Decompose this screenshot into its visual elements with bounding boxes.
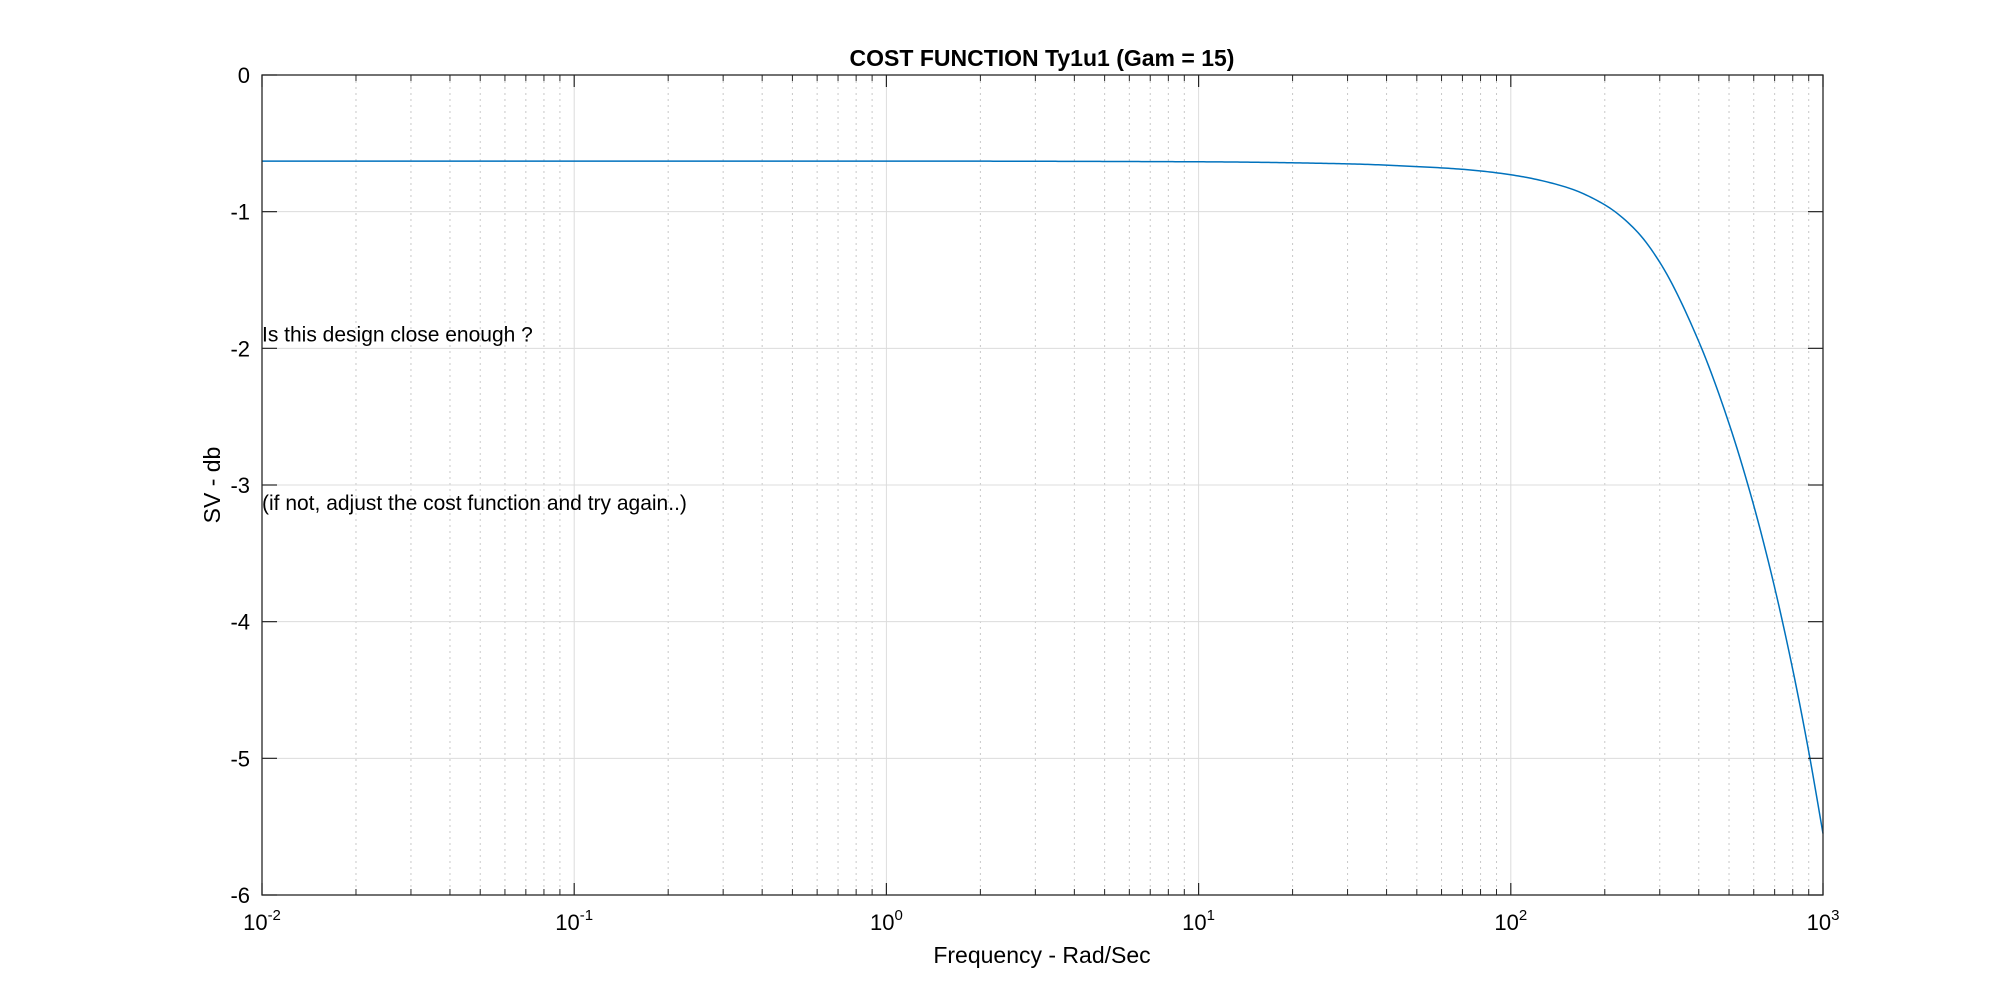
y-tick-label: -5 xyxy=(230,746,250,771)
x-tick-label: 10-2 xyxy=(243,907,281,935)
x-axis-label: Frequency - Rad/Sec xyxy=(933,942,1150,968)
x-tick-label: 101 xyxy=(1182,907,1215,935)
y-tick-label: -6 xyxy=(230,883,250,908)
x-tick-label: 103 xyxy=(1807,907,1840,935)
data-lines xyxy=(262,160,1824,834)
y-tick-label: 0 xyxy=(238,63,250,88)
y-tick-label: -4 xyxy=(230,610,250,635)
tick-marks xyxy=(261,74,1824,896)
annotation-text-1: Is this design close enough ? xyxy=(262,324,533,347)
y-tick-label: -3 xyxy=(230,473,250,498)
x-tick-label: 10-1 xyxy=(555,907,593,935)
x-tick-label: 102 xyxy=(1494,907,1527,935)
x-tick-label: 100 xyxy=(870,907,903,935)
chart-title: COST FUNCTION Ty1u1 (Gam = 15) xyxy=(850,45,1235,71)
y-axis-label: SV - db xyxy=(199,447,225,524)
annotation-text-2: (if not, adjust the cost function and tr… xyxy=(262,492,687,515)
tick-labels: 10-2 10-1 100 101 102 103 0 -1 -2 -3 -4 -5 -6 xyxy=(230,63,1839,935)
y-tick-label: -2 xyxy=(230,336,250,361)
series-line-1 xyxy=(262,160,1824,834)
annotations: Is this design close enough ? (if not, ad… xyxy=(262,324,687,515)
y-tick-label: -1 xyxy=(230,200,250,225)
